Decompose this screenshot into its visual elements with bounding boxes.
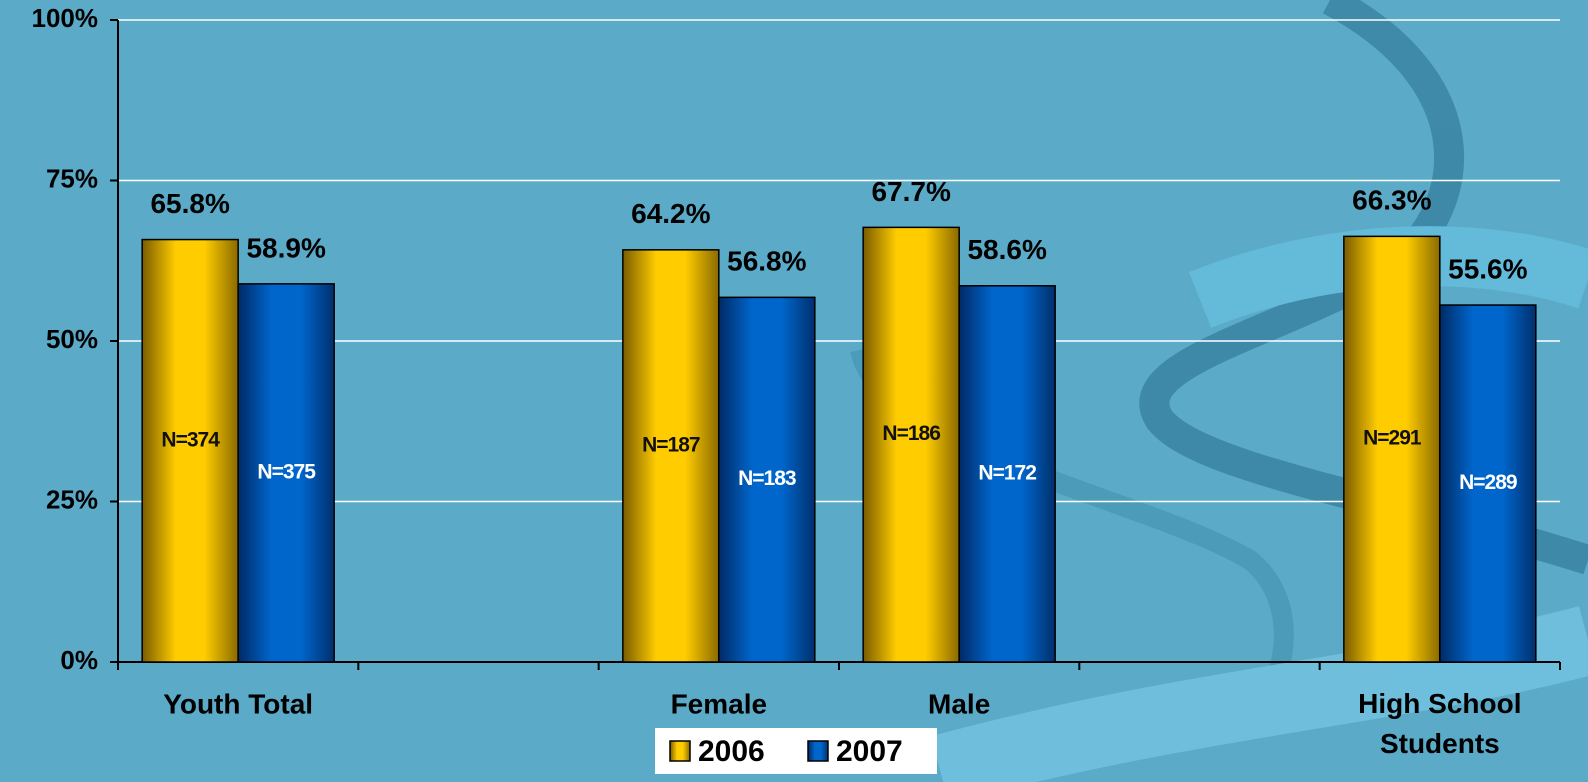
y-tick-label: 100% (32, 3, 99, 33)
x-tick-label: Male (928, 688, 990, 719)
bar-annotation: N=187 (642, 433, 700, 456)
bar-annotation: N=186 (882, 422, 940, 445)
y-tick-label: 0% (60, 645, 98, 675)
value-label: 58.9% (246, 232, 325, 263)
bar-annotation: N=289 (1459, 471, 1517, 494)
value-label: 56.8% (727, 246, 806, 277)
y-tick-label: 75% (46, 163, 98, 193)
legend-label: 2006 (698, 735, 765, 768)
value-label: 64.2% (631, 198, 710, 229)
bar-annotation: N=172 (978, 461, 1036, 484)
legend-swatch (808, 741, 828, 761)
value-label: 65.8% (150, 188, 229, 219)
legend-swatch (670, 741, 690, 761)
chart: 0% 25% 50% 75% 100% Youth Total 65.8% N=374 58.9… (0, 0, 1588, 782)
y-tick-label: 50% (46, 324, 98, 354)
value-label: 55.6% (1448, 253, 1527, 284)
value-label: 67.7% (871, 176, 950, 207)
value-label: 58.6% (967, 234, 1046, 265)
bar-annotation: N=375 (257, 460, 316, 483)
x-tick-label: Female (671, 688, 768, 719)
y-tick-label: 25% (46, 484, 98, 514)
bar-annotation: N=291 (1363, 427, 1422, 450)
x-tick-label: Youth Total (163, 688, 313, 719)
legend-label: 2007 (836, 735, 903, 768)
bar-annotation: N=183 (738, 467, 796, 490)
bar-annotation: N=374 (161, 428, 220, 451)
value-label: 66.3% (1352, 185, 1431, 216)
